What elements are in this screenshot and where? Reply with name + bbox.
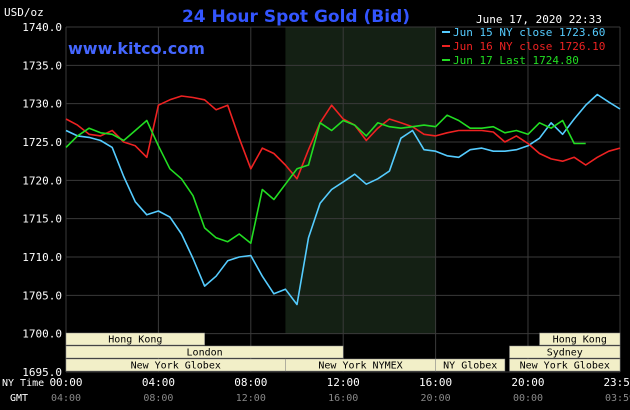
x-tick-label-gmt: 16:00	[328, 393, 358, 404]
session-label: Hong Kong	[553, 335, 607, 346]
session-bars: Hong Kong London New York Globex New York N…	[65, 332, 621, 372]
x-tick-label-gmt: 20:00	[421, 393, 451, 404]
y-tick-label: 1720.0	[22, 174, 62, 187]
y-tick-label: 1705.0	[22, 289, 62, 302]
session-label: New York Globex	[520, 361, 610, 372]
series-line-2	[65, 95, 621, 180]
x-tick-label-ny: 08:00	[234, 376, 267, 389]
x-axis-ticks: 00:00 04:00 04:00 08:00 08:00 12:00 12:00 16:00…	[49, 376, 630, 404]
y-tick-label: 1695.0	[22, 366, 62, 379]
x-tick-label-gmt: 08:00	[143, 393, 173, 404]
session-label: Sydney	[547, 348, 583, 359]
x-tick-label-gmt: 00:00	[513, 393, 543, 404]
source-watermark: www.kitco.com	[68, 39, 205, 58]
x-tick-label-ny: 20:00	[511, 376, 544, 389]
y-tick-label: 1735.0	[22, 59, 62, 72]
y-axis-ticks: 1740.0 1735.0 1730.0 1725.0 1720.0 1715.0 1710…	[22, 21, 62, 379]
x-tick-label-ny: 04:00	[142, 376, 175, 389]
y-tick-label: 1710.0	[22, 251, 62, 264]
x-tick-label-ny: 16:00	[419, 376, 452, 389]
session-label: Hong Kong	[108, 335, 162, 346]
x-axis-label-gmt: GMT	[10, 393, 28, 404]
chart-timestamp: June 17, 2020 22:33	[476, 13, 602, 26]
legend-entry: Jun 17 Last 1724.80	[453, 54, 579, 67]
x-tick-label-ny: 23:59	[603, 376, 630, 389]
y-tick-label: 1700.0	[22, 328, 62, 341]
series-line-3	[65, 114, 586, 244]
session-bar	[65, 332, 205, 346]
session-bar	[509, 345, 621, 359]
session-bar	[509, 358, 621, 372]
y-tick-label: 1740.0	[22, 21, 62, 34]
x-tick-label-gmt: 04:00	[51, 393, 81, 404]
y-tick-label: 1730.0	[22, 98, 62, 111]
x-tick-label-gmt: 03:59	[605, 393, 630, 404]
session-bar	[539, 332, 621, 346]
session-bar	[435, 358, 506, 372]
session-label: New York Globex	[131, 361, 221, 372]
series-line-1	[65, 93, 621, 306]
y-tick-label: 1715.0	[22, 213, 62, 226]
chart-title: 24 Hour Spot Gold (Bid)	[182, 7, 410, 27]
series-layer	[65, 93, 621, 306]
x-tick-label-ny: 12:00	[327, 376, 360, 389]
x-axis-label-ny: NY Time	[2, 378, 44, 389]
session-label: London	[187, 348, 223, 359]
x-tick-label-gmt: 12:00	[236, 393, 266, 404]
y-tick-label: 1725.0	[22, 136, 62, 149]
grid	[65, 26, 621, 373]
legend-entry: Jun 15 NY close 1723.60	[453, 26, 605, 39]
x-tick-label-ny: 00:00	[49, 376, 82, 389]
session-bar	[65, 345, 344, 359]
session-label: New York NYMEX	[318, 361, 402, 372]
y-axis-unit-label: USD/oz	[4, 6, 44, 19]
legend-entry: Jun 16 NY close 1726.10	[453, 40, 605, 53]
session-label: NY Globex	[443, 361, 497, 372]
